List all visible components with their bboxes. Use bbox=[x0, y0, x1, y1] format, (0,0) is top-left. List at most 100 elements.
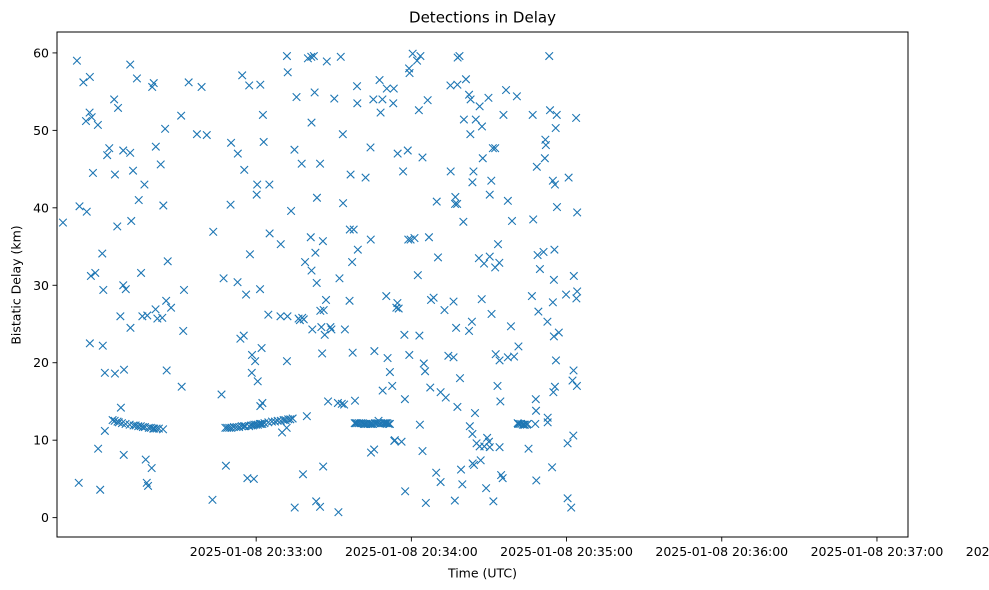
data-point bbox=[489, 497, 498, 506]
data-point bbox=[302, 411, 312, 421]
data-point bbox=[79, 78, 88, 87]
data-point bbox=[75, 202, 84, 211]
data-point bbox=[100, 426, 110, 436]
data-point bbox=[543, 317, 552, 326]
data-point bbox=[321, 295, 331, 305]
data-point bbox=[533, 250, 542, 260]
data-point bbox=[290, 145, 299, 154]
data-point bbox=[491, 350, 500, 359]
data-point bbox=[336, 52, 345, 61]
data-point bbox=[378, 95, 387, 104]
data-point bbox=[217, 390, 226, 399]
data-point bbox=[209, 227, 218, 237]
data-point bbox=[257, 343, 266, 353]
data-point bbox=[158, 313, 167, 322]
data-point bbox=[450, 496, 460, 505]
data-point bbox=[288, 414, 297, 423]
data-point bbox=[444, 351, 453, 360]
data-point bbox=[311, 497, 321, 506]
data-point bbox=[495, 356, 504, 365]
data-point bbox=[394, 304, 403, 313]
data-point bbox=[455, 51, 464, 61]
data-point bbox=[450, 199, 460, 209]
data-point bbox=[226, 200, 235, 209]
data-point bbox=[240, 165, 249, 175]
data-point bbox=[484, 93, 493, 103]
data-point bbox=[121, 284, 130, 294]
data-point bbox=[432, 197, 441, 206]
data-point bbox=[571, 113, 581, 123]
data-point bbox=[166, 303, 176, 312]
data-point bbox=[221, 423, 230, 432]
data-point bbox=[498, 473, 507, 483]
data-point bbox=[176, 111, 186, 120]
data-point bbox=[346, 170, 355, 179]
data-point bbox=[477, 122, 487, 131]
data-point bbox=[337, 399, 346, 408]
data-point bbox=[208, 495, 217, 505]
data-point bbox=[105, 143, 114, 153]
data-point bbox=[91, 268, 100, 278]
data-point bbox=[468, 178, 477, 187]
y-tick-label: 30 bbox=[33, 278, 49, 293]
plot-area bbox=[56, 31, 909, 538]
data-point bbox=[493, 381, 502, 391]
data-point bbox=[389, 84, 398, 93]
data-point bbox=[389, 99, 398, 108]
data-point bbox=[74, 478, 83, 487]
data-point bbox=[551, 123, 560, 133]
data-point bbox=[297, 159, 306, 168]
data-point bbox=[245, 81, 254, 90]
data-point bbox=[221, 461, 231, 470]
data-point bbox=[100, 368, 110, 377]
data-point bbox=[315, 502, 325, 511]
data-point bbox=[160, 124, 170, 134]
data-point bbox=[283, 68, 292, 77]
data-point bbox=[119, 146, 128, 155]
data-point bbox=[223, 423, 232, 432]
data-point bbox=[247, 350, 257, 360]
data-point bbox=[250, 356, 260, 366]
data-point bbox=[561, 290, 571, 299]
data-point bbox=[390, 435, 399, 445]
data-point bbox=[531, 406, 541, 415]
data-point bbox=[241, 290, 251, 299]
data-point bbox=[197, 82, 206, 92]
data-point bbox=[226, 138, 236, 147]
data-point bbox=[548, 176, 558, 185]
data-point bbox=[88, 168, 98, 178]
data-point bbox=[283, 312, 292, 321]
data-point bbox=[572, 381, 582, 391]
data-point bbox=[548, 298, 558, 307]
data-point bbox=[569, 271, 578, 281]
data-point bbox=[432, 468, 441, 477]
data-point bbox=[366, 143, 375, 152]
data-point bbox=[461, 75, 471, 84]
data-point bbox=[93, 120, 103, 130]
data-point bbox=[110, 369, 120, 378]
data-point bbox=[481, 484, 491, 493]
data-point bbox=[93, 444, 103, 453]
data-point bbox=[419, 359, 428, 368]
data-point bbox=[143, 481, 153, 491]
data-point bbox=[519, 420, 529, 429]
data-point bbox=[366, 235, 375, 244]
data-point bbox=[162, 366, 171, 375]
data-point bbox=[307, 266, 316, 275]
data-point bbox=[385, 367, 395, 377]
data-point bbox=[471, 115, 480, 124]
data-point bbox=[499, 110, 508, 120]
data-point bbox=[113, 103, 123, 113]
data-point bbox=[110, 170, 120, 179]
data-point bbox=[388, 381, 397, 391]
data-point bbox=[569, 366, 578, 375]
data-point bbox=[85, 339, 95, 348]
data-point bbox=[317, 322, 326, 332]
data-point bbox=[339, 400, 349, 409]
data-point bbox=[335, 274, 344, 283]
data-point bbox=[507, 216, 517, 226]
data-point bbox=[113, 222, 122, 231]
data-point bbox=[375, 75, 384, 85]
data-point bbox=[345, 225, 354, 234]
y-axis: 0 10 20 30 40 50 60 bbox=[33, 45, 57, 525]
